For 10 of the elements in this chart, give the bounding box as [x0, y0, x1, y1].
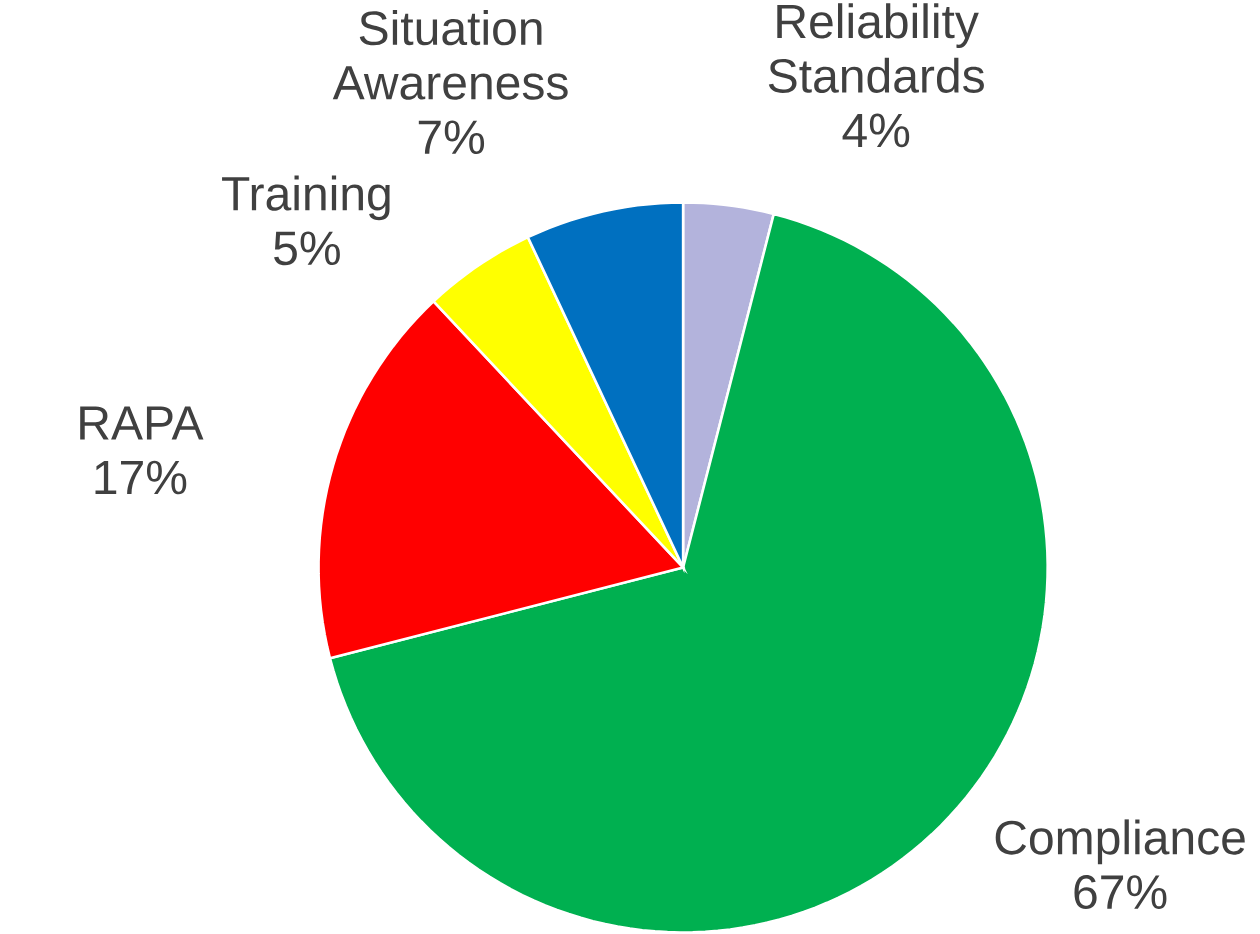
slice-label: Reliability Standards: [768, 3, 984, 94]
data-label: 4%: [842, 113, 910, 148]
data-label: 67%: [1074, 875, 1167, 910]
slice-label: RAPA: [80, 406, 204, 440]
slice-label: Situation Awareness: [332, 10, 568, 100]
data-label: 5%: [274, 231, 340, 266]
slice-label: Training: [222, 175, 390, 221]
data-label: 17%: [95, 460, 187, 495]
data-label: 7%: [418, 120, 485, 155]
slice-label: Compliance: [995, 819, 1245, 865]
